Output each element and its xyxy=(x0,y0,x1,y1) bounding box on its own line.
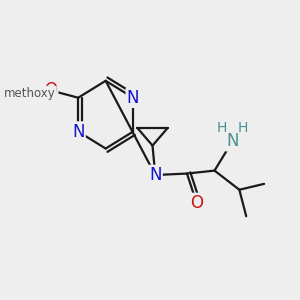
Text: H: H xyxy=(238,121,248,135)
Text: H: H xyxy=(217,121,227,135)
Text: N: N xyxy=(127,89,140,107)
Text: O: O xyxy=(44,81,57,99)
Text: methoxy: methoxy xyxy=(4,87,56,100)
Text: methoxy: methoxy xyxy=(30,82,91,96)
Text: O: O xyxy=(190,194,203,212)
Text: N: N xyxy=(226,132,239,150)
Text: N: N xyxy=(149,166,161,184)
Text: N: N xyxy=(72,123,85,141)
